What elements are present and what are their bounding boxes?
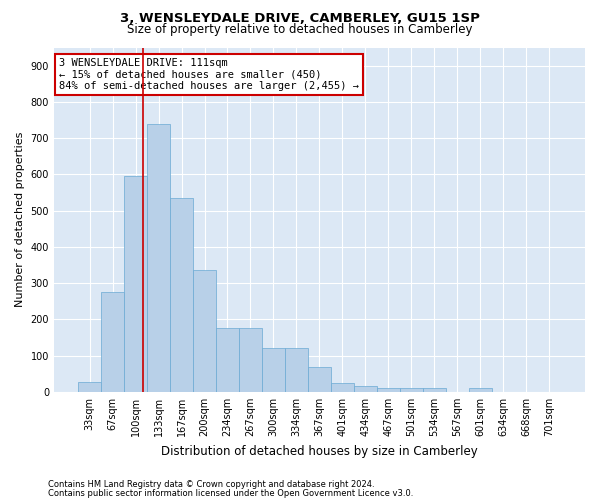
Bar (308, 368, 331, 392)
Bar (193, 270, 216, 392)
Bar (377, 388, 400, 392)
Bar (124, 176, 147, 392)
Bar (262, 348, 285, 392)
X-axis label: Distribution of detached houses by size in Camberley: Distribution of detached houses by size … (161, 444, 478, 458)
Bar (469, 388, 492, 392)
Bar (170, 198, 193, 392)
Bar (239, 328, 262, 392)
Text: 3 WENSLEYDALE DRIVE: 111sqm
← 15% of detached houses are smaller (450)
84% of se: 3 WENSLEYDALE DRIVE: 111sqm ← 15% of det… (59, 58, 359, 91)
Y-axis label: Number of detached properties: Number of detached properties (15, 132, 25, 308)
Bar (216, 328, 239, 392)
Text: Size of property relative to detached houses in Camberley: Size of property relative to detached ho… (127, 22, 473, 36)
Bar (354, 386, 377, 392)
Bar (78, 382, 101, 392)
Bar (400, 388, 423, 392)
Text: Contains HM Land Registry data © Crown copyright and database right 2024.: Contains HM Land Registry data © Crown c… (48, 480, 374, 489)
Bar (147, 124, 170, 392)
Bar (331, 383, 354, 392)
Bar (423, 388, 446, 392)
Bar (285, 348, 308, 392)
Bar (101, 292, 124, 392)
Text: Contains public sector information licensed under the Open Government Licence v3: Contains public sector information licen… (48, 488, 413, 498)
Text: 3, WENSLEYDALE DRIVE, CAMBERLEY, GU15 1SP: 3, WENSLEYDALE DRIVE, CAMBERLEY, GU15 1S… (120, 12, 480, 26)
